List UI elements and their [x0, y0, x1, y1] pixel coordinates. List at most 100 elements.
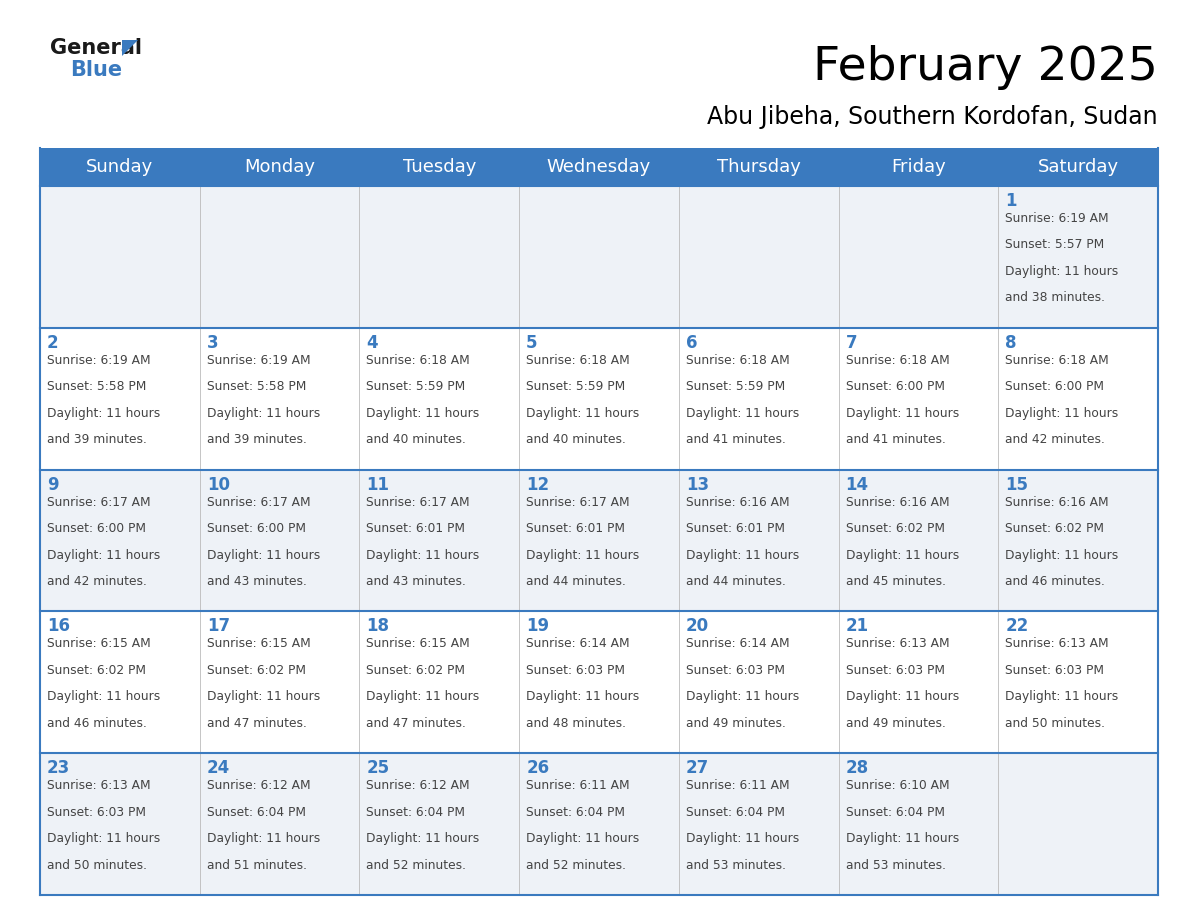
Text: Sunrise: 6:17 AM: Sunrise: 6:17 AM: [48, 496, 151, 509]
Text: 26: 26: [526, 759, 549, 778]
Text: and 52 minutes.: and 52 minutes.: [526, 858, 626, 871]
Text: Sunset: 6:02 PM: Sunset: 6:02 PM: [846, 522, 944, 535]
Text: and 38 minutes.: and 38 minutes.: [1005, 291, 1105, 305]
Text: 11: 11: [366, 476, 390, 494]
Text: Sunset: 6:02 PM: Sunset: 6:02 PM: [1005, 522, 1105, 535]
Text: Daylight: 11 hours: Daylight: 11 hours: [366, 690, 480, 703]
Text: Daylight: 11 hours: Daylight: 11 hours: [366, 549, 480, 562]
Text: Saturday: Saturday: [1037, 158, 1119, 176]
Text: Daylight: 11 hours: Daylight: 11 hours: [207, 407, 320, 420]
Text: Daylight: 11 hours: Daylight: 11 hours: [1005, 690, 1119, 703]
Text: Sunrise: 6:10 AM: Sunrise: 6:10 AM: [846, 779, 949, 792]
Text: and 46 minutes.: and 46 minutes.: [48, 717, 147, 730]
Text: Sunday: Sunday: [87, 158, 153, 176]
Text: Sunrise: 6:18 AM: Sunrise: 6:18 AM: [1005, 353, 1110, 367]
Text: and 43 minutes.: and 43 minutes.: [366, 575, 467, 588]
Text: 25: 25: [366, 759, 390, 778]
Text: Sunset: 6:01 PM: Sunset: 6:01 PM: [366, 522, 466, 535]
Text: Daylight: 11 hours: Daylight: 11 hours: [526, 832, 639, 845]
Text: 5: 5: [526, 334, 538, 352]
Text: Sunrise: 6:16 AM: Sunrise: 6:16 AM: [1005, 496, 1108, 509]
Text: Daylight: 11 hours: Daylight: 11 hours: [685, 407, 800, 420]
Text: and 40 minutes.: and 40 minutes.: [366, 433, 467, 446]
Text: Sunrise: 6:19 AM: Sunrise: 6:19 AM: [1005, 212, 1108, 225]
Text: 3: 3: [207, 334, 219, 352]
Text: and 50 minutes.: and 50 minutes.: [48, 858, 147, 871]
Text: Sunset: 6:04 PM: Sunset: 6:04 PM: [366, 806, 466, 819]
Text: Sunrise: 6:18 AM: Sunrise: 6:18 AM: [366, 353, 470, 367]
Text: 9: 9: [48, 476, 58, 494]
Bar: [40, 148, 1158, 186]
Text: 16: 16: [48, 618, 70, 635]
Text: Daylight: 11 hours: Daylight: 11 hours: [685, 549, 800, 562]
Text: 12: 12: [526, 476, 549, 494]
Text: and 45 minutes.: and 45 minutes.: [846, 575, 946, 588]
Text: Sunrise: 6:13 AM: Sunrise: 6:13 AM: [48, 779, 151, 792]
Text: Daylight: 11 hours: Daylight: 11 hours: [685, 690, 800, 703]
Text: Sunrise: 6:17 AM: Sunrise: 6:17 AM: [526, 496, 630, 509]
Text: Sunset: 6:01 PM: Sunset: 6:01 PM: [685, 522, 785, 535]
Text: February 2025: February 2025: [813, 45, 1158, 90]
Text: Sunrise: 6:15 AM: Sunrise: 6:15 AM: [366, 637, 470, 650]
Text: General: General: [50, 38, 143, 58]
Text: Daylight: 11 hours: Daylight: 11 hours: [526, 690, 639, 703]
Text: Daylight: 11 hours: Daylight: 11 hours: [846, 549, 959, 562]
Text: and 43 minutes.: and 43 minutes.: [207, 575, 307, 588]
Text: Sunrise: 6:14 AM: Sunrise: 6:14 AM: [526, 637, 630, 650]
Text: 18: 18: [366, 618, 390, 635]
Text: 6: 6: [685, 334, 697, 352]
Text: 10: 10: [207, 476, 229, 494]
Text: Daylight: 11 hours: Daylight: 11 hours: [846, 832, 959, 845]
Text: and 42 minutes.: and 42 minutes.: [48, 575, 147, 588]
Text: and 47 minutes.: and 47 minutes.: [207, 717, 307, 730]
Bar: [40, 186, 1158, 328]
Text: and 52 minutes.: and 52 minutes.: [366, 858, 467, 871]
Text: Sunset: 6:04 PM: Sunset: 6:04 PM: [207, 806, 305, 819]
Text: Sunset: 6:03 PM: Sunset: 6:03 PM: [48, 806, 146, 819]
Text: and 53 minutes.: and 53 minutes.: [685, 858, 785, 871]
Text: Monday: Monday: [244, 158, 315, 176]
Text: 28: 28: [846, 759, 868, 778]
Text: Sunset: 5:58 PM: Sunset: 5:58 PM: [207, 380, 307, 393]
Text: and 49 minutes.: and 49 minutes.: [846, 717, 946, 730]
Text: 24: 24: [207, 759, 230, 778]
Text: Daylight: 11 hours: Daylight: 11 hours: [526, 407, 639, 420]
Text: 17: 17: [207, 618, 229, 635]
Text: 22: 22: [1005, 618, 1029, 635]
Text: 7: 7: [846, 334, 858, 352]
Text: 1: 1: [1005, 192, 1017, 210]
Text: Sunset: 6:04 PM: Sunset: 6:04 PM: [846, 806, 944, 819]
Text: Sunrise: 6:17 AM: Sunrise: 6:17 AM: [366, 496, 470, 509]
Text: 23: 23: [48, 759, 70, 778]
Text: and 50 minutes.: and 50 minutes.: [1005, 717, 1105, 730]
Text: 14: 14: [846, 476, 868, 494]
Text: Daylight: 11 hours: Daylight: 11 hours: [1005, 265, 1119, 278]
Text: Daylight: 11 hours: Daylight: 11 hours: [366, 407, 480, 420]
Text: 2: 2: [48, 334, 58, 352]
Text: Friday: Friday: [891, 158, 946, 176]
Text: Daylight: 11 hours: Daylight: 11 hours: [48, 832, 160, 845]
Text: and 48 minutes.: and 48 minutes.: [526, 717, 626, 730]
Text: Sunset: 6:00 PM: Sunset: 6:00 PM: [207, 522, 305, 535]
Text: Sunset: 6:02 PM: Sunset: 6:02 PM: [48, 664, 146, 677]
Text: and 51 minutes.: and 51 minutes.: [207, 858, 307, 871]
Text: Sunrise: 6:14 AM: Sunrise: 6:14 AM: [685, 637, 790, 650]
Text: Sunrise: 6:19 AM: Sunrise: 6:19 AM: [207, 353, 310, 367]
Text: and 41 minutes.: and 41 minutes.: [846, 433, 946, 446]
Bar: [40, 328, 1158, 470]
Text: Thursday: Thursday: [716, 158, 801, 176]
Text: 15: 15: [1005, 476, 1029, 494]
Text: Sunrise: 6:13 AM: Sunrise: 6:13 AM: [846, 637, 949, 650]
Text: Sunset: 6:03 PM: Sunset: 6:03 PM: [526, 664, 625, 677]
Text: Daylight: 11 hours: Daylight: 11 hours: [207, 549, 320, 562]
Text: and 39 minutes.: and 39 minutes.: [207, 433, 307, 446]
Text: Daylight: 11 hours: Daylight: 11 hours: [48, 407, 160, 420]
Text: 8: 8: [1005, 334, 1017, 352]
Text: Sunset: 5:59 PM: Sunset: 5:59 PM: [685, 380, 785, 393]
Text: Sunrise: 6:13 AM: Sunrise: 6:13 AM: [1005, 637, 1108, 650]
Text: and 46 minutes.: and 46 minutes.: [1005, 575, 1105, 588]
Text: Daylight: 11 hours: Daylight: 11 hours: [207, 690, 320, 703]
Text: Sunrise: 6:11 AM: Sunrise: 6:11 AM: [685, 779, 790, 792]
Text: Daylight: 11 hours: Daylight: 11 hours: [846, 690, 959, 703]
Text: Sunset: 6:03 PM: Sunset: 6:03 PM: [1005, 664, 1105, 677]
